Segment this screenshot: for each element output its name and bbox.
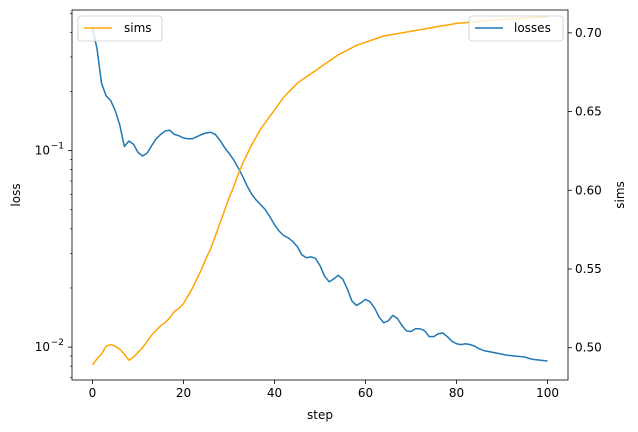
legend-label-sims: sims <box>124 21 152 35</box>
right-tick-label: 0.70 <box>575 26 602 40</box>
right-tick-label: 0.60 <box>575 183 602 197</box>
x-tick-label: 40 <box>267 386 282 400</box>
series-line-sims <box>91 16 548 366</box>
legend-box <box>468 15 564 42</box>
plot-frame <box>71 9 569 381</box>
x-axis-label: step <box>307 408 333 422</box>
right-axis-ticks: 0.50 0.55 0.60 0.65 0.70 <box>568 26 602 355</box>
legend-box <box>77 15 163 42</box>
legend-sims: sims <box>77 15 163 42</box>
right-tick-label: 0.65 <box>575 105 602 119</box>
series-line-losses <box>91 28 548 362</box>
left-axis-label: loss <box>9 183 23 206</box>
left-tick-label: 10 <box>35 144 50 158</box>
x-axis-ticks: 0 20 40 60 80 100 <box>89 380 559 400</box>
legend-label-losses: losses <box>514 21 551 35</box>
right-tick-label: 0.50 <box>575 341 602 355</box>
x-tick-label: 20 <box>176 386 191 400</box>
x-tick-label: 60 <box>358 386 373 400</box>
x-tick-label: 80 <box>449 386 464 400</box>
left-tick-label: 10 <box>35 340 50 354</box>
left-tick-exponent: −1 <box>51 142 64 152</box>
legend-losses: losses <box>468 15 564 42</box>
series-layer <box>91 16 548 366</box>
left-tick-exponent: −2 <box>51 338 64 348</box>
x-tick-label: 0 <box>89 386 97 400</box>
right-tick-label: 0.55 <box>575 262 602 276</box>
left-axis-ticks: 10−210−1 <box>35 13 72 378</box>
right-axis-label: sims <box>613 181 627 209</box>
x-tick-label: 100 <box>536 386 559 400</box>
